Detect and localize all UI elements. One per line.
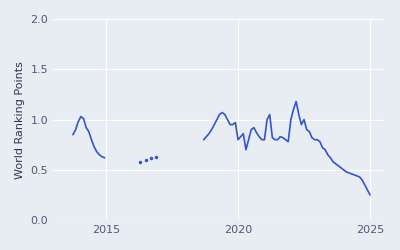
Y-axis label: World Ranking Points: World Ranking Points <box>15 61 25 178</box>
